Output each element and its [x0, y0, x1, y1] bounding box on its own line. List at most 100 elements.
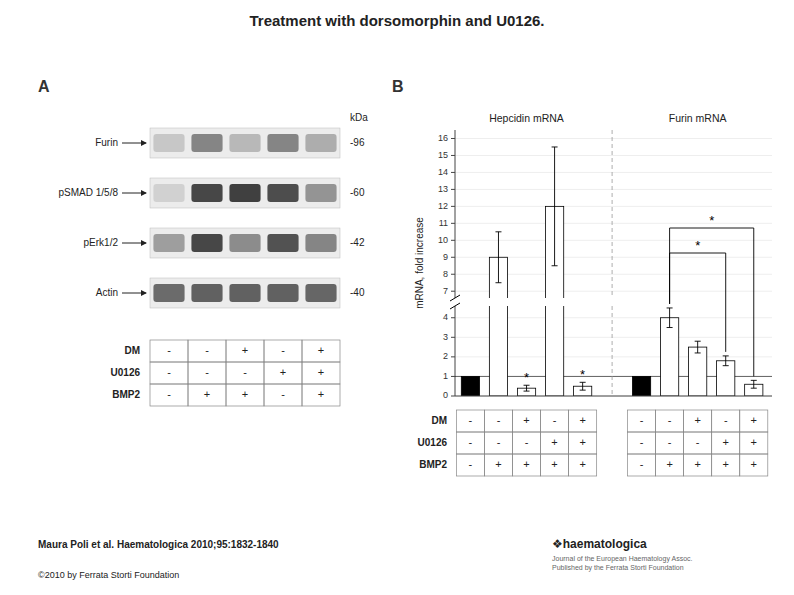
error-cap	[751, 380, 757, 381]
table-cell	[513, 410, 541, 432]
y-tick-label: 4	[443, 312, 448, 322]
table-cell	[264, 362, 302, 384]
kda-label: -60	[350, 187, 365, 198]
significance-star: *	[580, 367, 585, 382]
table-value: +	[694, 414, 700, 426]
blot-band	[305, 284, 336, 302]
error-cap	[723, 355, 729, 356]
table-cell	[684, 432, 712, 454]
error-stem	[725, 356, 726, 366]
table-cell	[541, 432, 569, 454]
figure: Treatment with dorsomorphin and U0126.Ak…	[0, 0, 794, 595]
table-value: -	[469, 414, 473, 426]
blot-band	[267, 134, 298, 152]
table-cell	[456, 454, 484, 476]
title: Treatment with dorsomorphin and U0126.	[249, 12, 544, 29]
error-bar	[524, 385, 530, 391]
kda-label: -40	[350, 287, 365, 298]
table-cell	[541, 454, 569, 476]
row-label: pSMAD 1/5/8	[59, 187, 119, 198]
grid-line	[455, 138, 772, 139]
blot-row-background	[150, 128, 340, 158]
table-cell	[513, 454, 541, 476]
blot-band	[229, 234, 260, 252]
table-value: +	[751, 458, 757, 470]
bracket-line	[670, 228, 754, 376]
y-axis	[455, 130, 456, 298]
blot-band	[153, 234, 184, 252]
table-value: +	[579, 436, 585, 448]
error-bar	[580, 382, 586, 390]
table-cell	[740, 454, 768, 476]
significance-bracket	[670, 253, 726, 352]
axis-break	[450, 295, 460, 301]
row-label: Actin	[96, 287, 118, 298]
table-value: -	[497, 436, 501, 448]
table-cell	[188, 362, 226, 384]
table-cell	[264, 384, 302, 406]
table-value: +	[751, 436, 757, 448]
row-arrow	[122, 293, 146, 294]
source: ❖haematologica	[552, 537, 647, 551]
table-cell	[264, 340, 302, 362]
table-value: +	[694, 458, 700, 470]
y-tick-label: 8	[443, 269, 448, 279]
grid-line	[455, 206, 772, 207]
panel-label: B	[392, 78, 404, 95]
error-bar	[495, 232, 501, 283]
table-value: +	[523, 414, 529, 426]
panel-label: A	[38, 78, 50, 95]
blot-band	[267, 284, 298, 302]
blot-band	[191, 184, 222, 202]
blot-band	[267, 234, 298, 252]
table-value: +	[242, 388, 248, 400]
table-value: +	[204, 388, 210, 400]
table-value: -	[167, 388, 171, 400]
error-bar	[667, 308, 673, 328]
y-tick	[451, 337, 455, 338]
error-stem	[753, 380, 754, 388]
bar-chart: 7891011121314151601234mRNA, fold increas…	[414, 112, 772, 410]
y-tick-label: 12	[438, 201, 448, 211]
grid-line	[455, 172, 772, 173]
table-row-label: U0126	[418, 437, 448, 448]
table-value: +	[579, 458, 585, 470]
y-tick	[451, 206, 455, 207]
error-cap	[552, 146, 558, 147]
group-separator	[612, 130, 613, 298]
y-tick-label: 13	[438, 184, 448, 194]
blot-band	[305, 184, 336, 202]
y-axis-label: mRNA, fold increase	[414, 217, 425, 309]
blot-row-background	[150, 178, 340, 208]
table-cell	[302, 340, 340, 362]
table-value: +	[722, 436, 728, 448]
source: Journal of the European Haematology Asso…	[552, 555, 693, 563]
table-value: -	[668, 436, 672, 448]
error-stem	[697, 341, 698, 353]
table-row-label: U0126	[111, 367, 141, 378]
grid-line	[455, 223, 772, 224]
blot-band	[191, 284, 222, 302]
bar	[689, 347, 707, 396]
bar	[461, 376, 479, 396]
table-value: -	[167, 344, 171, 356]
table-value: -	[553, 414, 557, 426]
error-cap	[495, 231, 501, 232]
table-cell	[302, 384, 340, 406]
blot-band	[305, 134, 336, 152]
table-cell	[684, 454, 712, 476]
error-cap	[495, 282, 501, 283]
western-blot: kDaFurin-96pSMAD 1/5/8-60pErk1/2-42Actin…	[59, 112, 369, 308]
table-value: -	[497, 414, 501, 426]
y-tick	[451, 317, 455, 318]
table-value: -	[243, 366, 247, 378]
y-tick	[451, 189, 455, 190]
y-tick	[451, 172, 455, 173]
error-stem	[526, 385, 527, 391]
table-cell	[484, 410, 512, 432]
y-tick	[451, 223, 455, 224]
y-tick	[451, 396, 455, 397]
table-value: +	[722, 458, 728, 470]
error-bar	[552, 147, 558, 266]
table-cell	[150, 362, 188, 384]
